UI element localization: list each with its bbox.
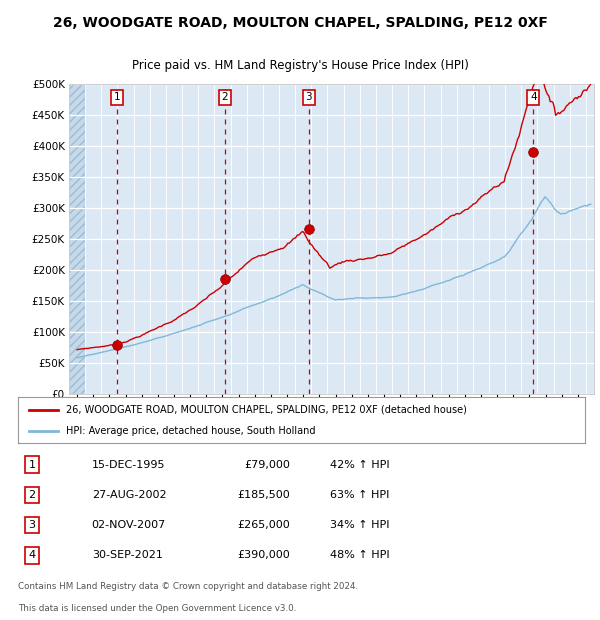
Text: 26, WOODGATE ROAD, MOULTON CHAPEL, SPALDING, PE12 0XF (detached house): 26, WOODGATE ROAD, MOULTON CHAPEL, SPALD… [66, 405, 467, 415]
Text: 63% ↑ HPI: 63% ↑ HPI [330, 490, 389, 500]
Text: £265,000: £265,000 [238, 520, 290, 530]
Text: £79,000: £79,000 [244, 459, 290, 469]
Text: £390,000: £390,000 [238, 551, 290, 560]
Text: 30-SEP-2021: 30-SEP-2021 [92, 551, 163, 560]
Text: 48% ↑ HPI: 48% ↑ HPI [330, 551, 389, 560]
Text: 27-AUG-2002: 27-AUG-2002 [92, 490, 166, 500]
Text: 3: 3 [29, 520, 35, 530]
Text: HPI: Average price, detached house, South Holland: HPI: Average price, detached house, Sout… [66, 426, 316, 436]
Text: Contains HM Land Registry data © Crown copyright and database right 2024.: Contains HM Land Registry data © Crown c… [18, 582, 358, 591]
Text: Price paid vs. HM Land Registry's House Price Index (HPI): Price paid vs. HM Land Registry's House … [131, 59, 469, 72]
Text: 02-NOV-2007: 02-NOV-2007 [92, 520, 166, 530]
Text: 4: 4 [29, 551, 36, 560]
Text: 2: 2 [221, 92, 228, 102]
Text: £185,500: £185,500 [238, 490, 290, 500]
Text: 26, WOODGATE ROAD, MOULTON CHAPEL, SPALDING, PE12 0XF: 26, WOODGATE ROAD, MOULTON CHAPEL, SPALD… [53, 17, 547, 30]
Text: 15-DEC-1995: 15-DEC-1995 [92, 459, 165, 469]
Text: This data is licensed under the Open Government Licence v3.0.: This data is licensed under the Open Gov… [18, 604, 296, 613]
Text: 2: 2 [29, 490, 36, 500]
Text: 3: 3 [305, 92, 312, 102]
Text: 34% ↑ HPI: 34% ↑ HPI [330, 520, 389, 530]
Text: 1: 1 [29, 459, 35, 469]
Text: 42% ↑ HPI: 42% ↑ HPI [330, 459, 389, 469]
Text: 1: 1 [113, 92, 120, 102]
Text: 4: 4 [530, 92, 536, 102]
